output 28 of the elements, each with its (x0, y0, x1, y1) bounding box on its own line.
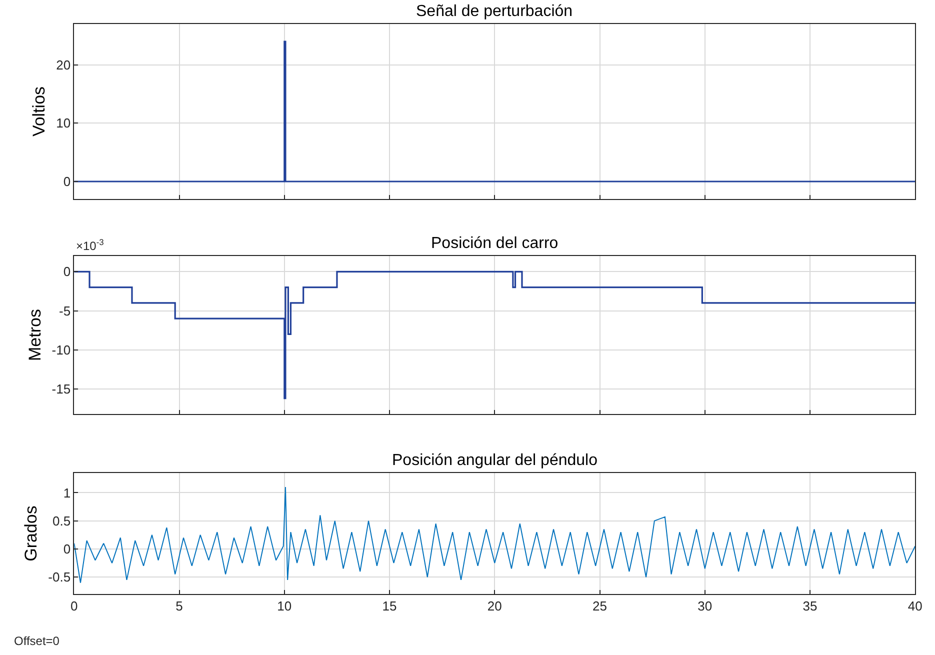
y-axis-title: Metros (25, 309, 44, 361)
chart-title: Posición angular del péndulo (392, 452, 598, 469)
chart-title: Señal de perturbación (416, 3, 573, 20)
x-tick-label: 25 (592, 598, 608, 614)
y-axis-title: Voltios (30, 86, 49, 137)
text: Offset=0 (14, 634, 60, 648)
y-tick-label: -5 (59, 303, 71, 318)
y-tick-label: 0 (63, 542, 71, 557)
y-tick-label: -10 (52, 342, 71, 358)
y-tick-label: 0.5 (52, 513, 71, 528)
x-tick-label: 15 (382, 598, 397, 614)
line-series (74, 486, 916, 584)
x-tick-label: 10 (277, 598, 292, 614)
y-tick-label: 10 (56, 116, 71, 131)
x-tick-label: 20 (487, 598, 502, 614)
x-tick-label: 35 (802, 598, 818, 614)
y-tick-label: -15 (52, 382, 71, 397)
y-tick-label: 20 (56, 57, 71, 72)
chart-title: Posición del carro (431, 235, 558, 252)
y-tick-label: 0 (63, 264, 71, 280)
x-tick-label: 5 (176, 598, 183, 614)
x-tick-label: 30 (698, 598, 712, 614)
y-axis-title: Grados (22, 506, 41, 562)
x-tick-label: 40 (908, 598, 922, 614)
y-tick-label: 1 (63, 485, 71, 500)
y-tick-label: -0.5 (48, 570, 71, 585)
y-tick-label: 0 (63, 174, 71, 190)
text: ×10$^{-3}$ (76, 237, 104, 254)
